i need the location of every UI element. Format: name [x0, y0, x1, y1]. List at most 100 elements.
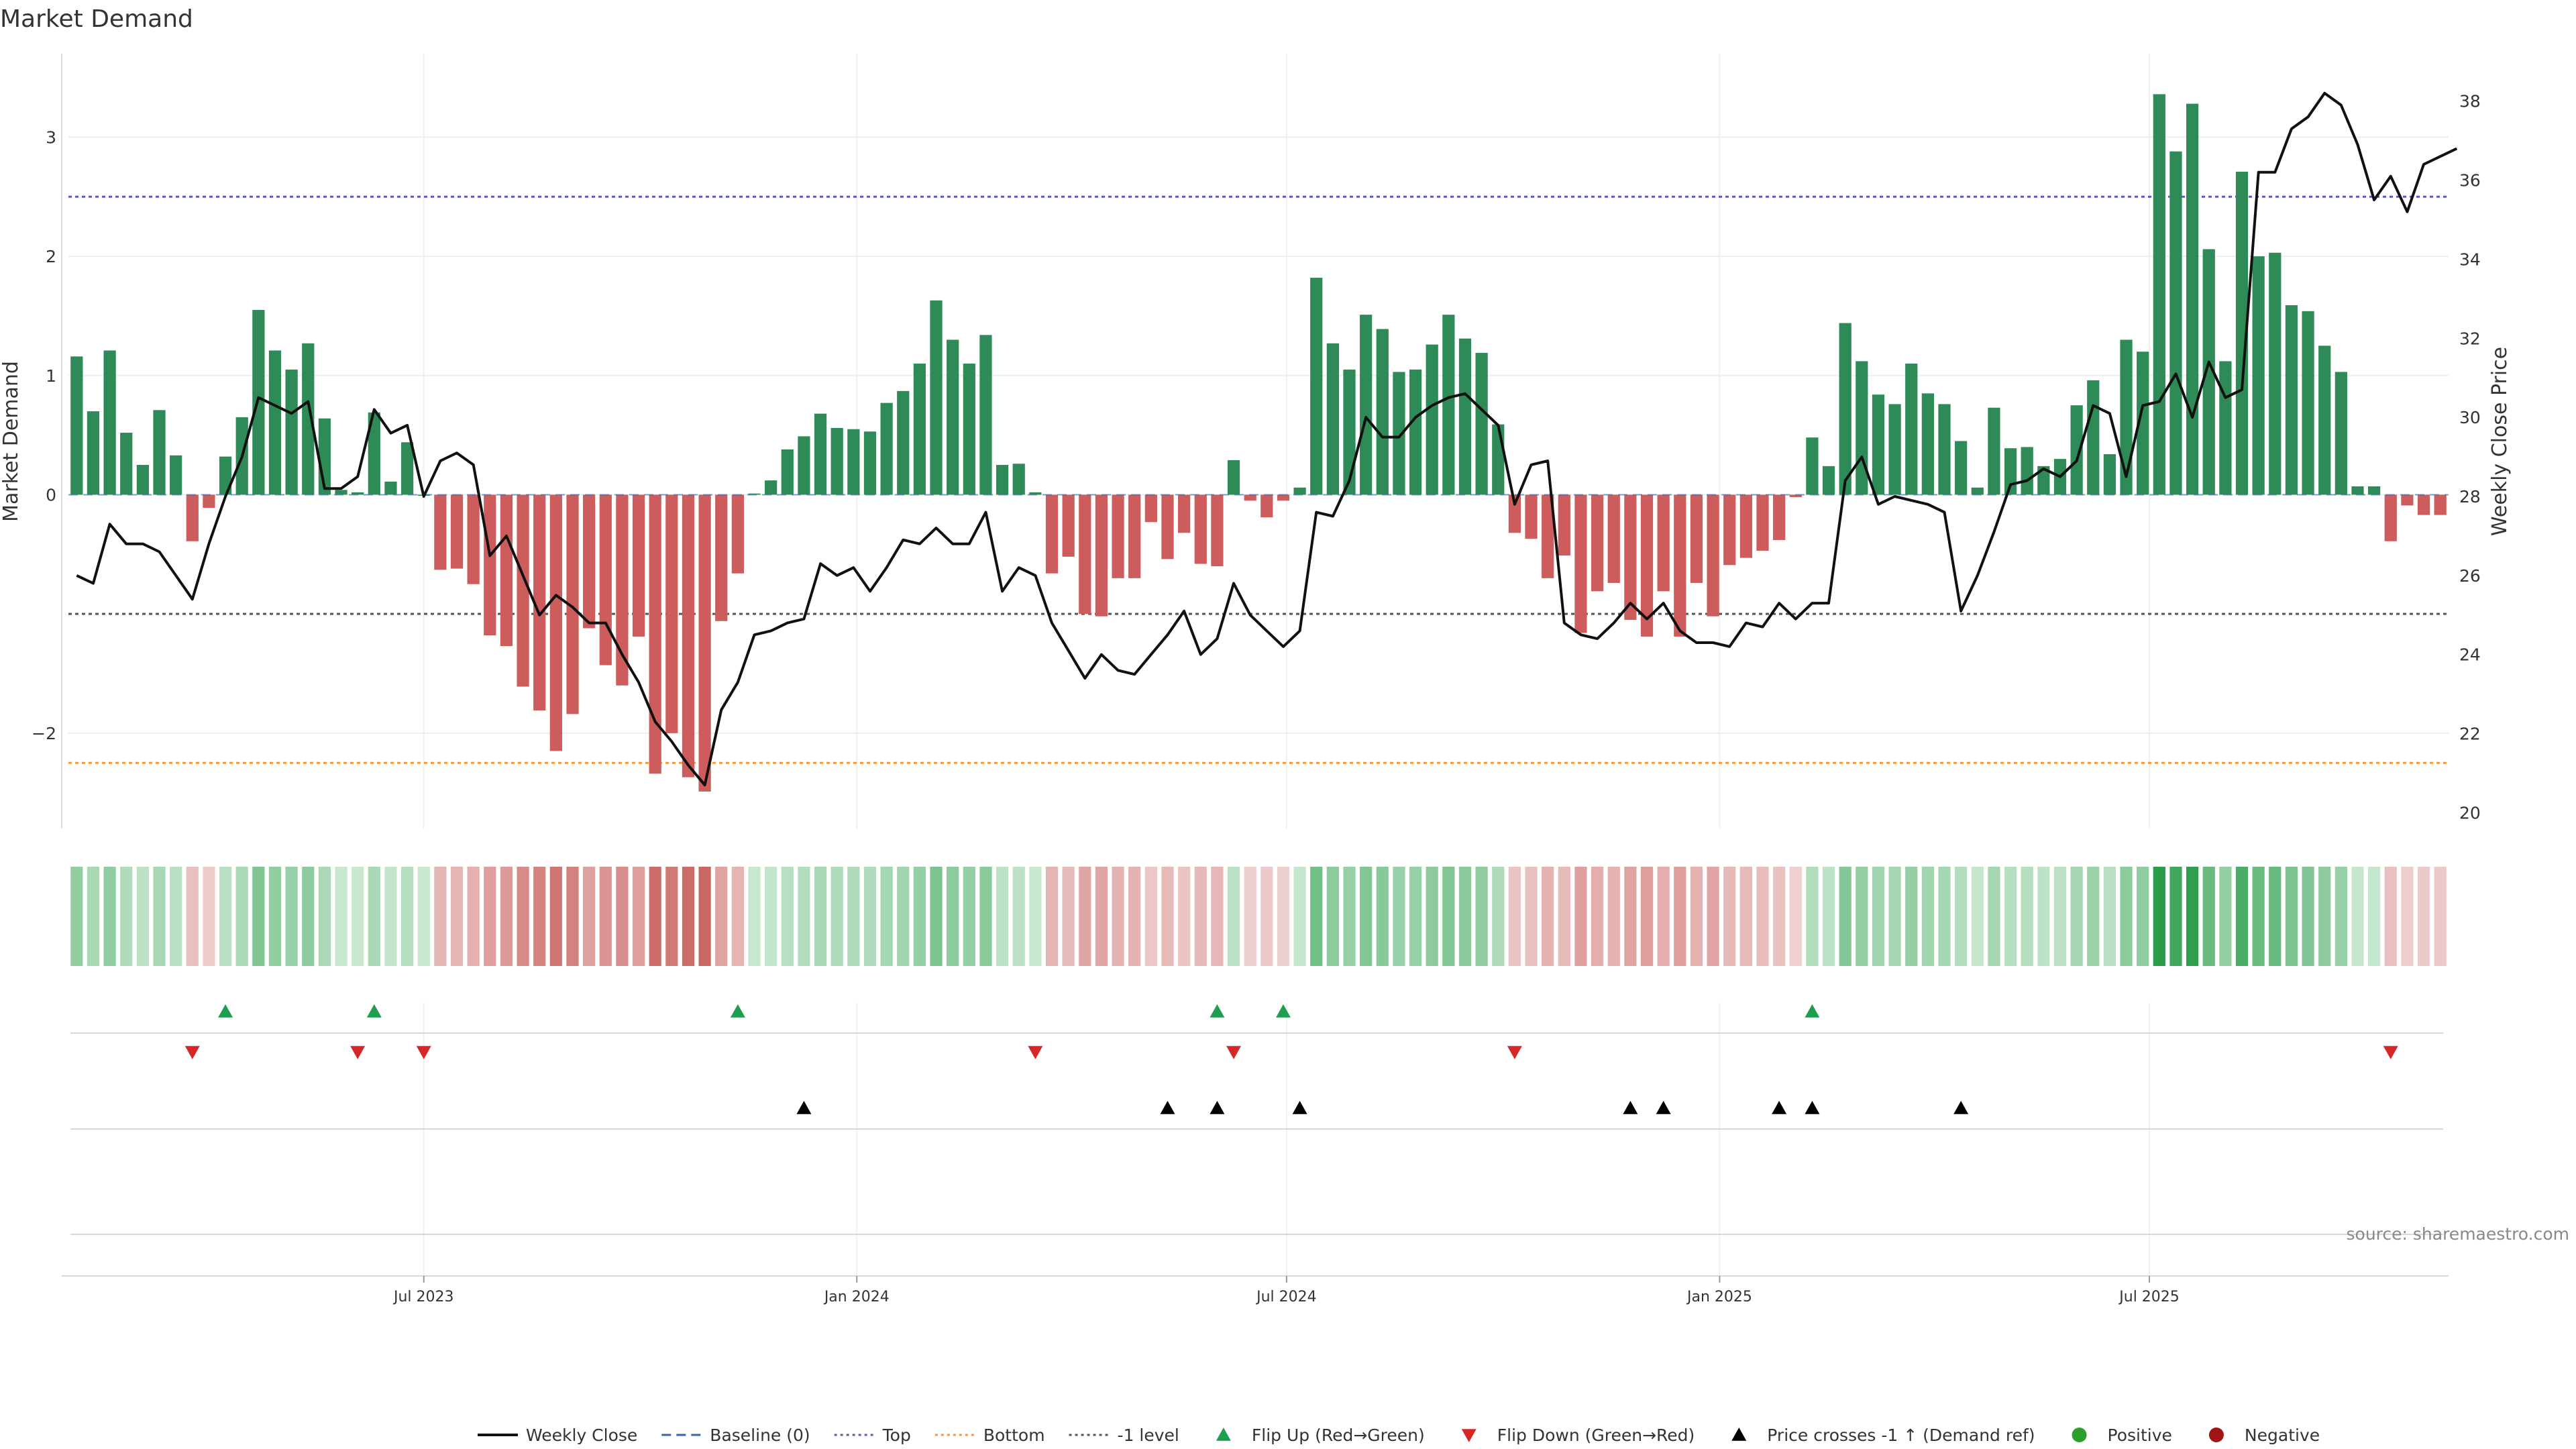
right-y-tick-label: 26 [2459, 566, 2481, 586]
heat-cell [616, 867, 629, 966]
demand-bar-positive [335, 490, 347, 495]
flip-down-marker [184, 1046, 200, 1059]
demand-bar-positive [285, 369, 298, 495]
demand-bar-positive [847, 429, 860, 495]
heat-cell [335, 867, 347, 966]
legend-item: Price crosses -1 ↑ (Demand ref) [1731, 1426, 2035, 1445]
demand-bar-positive [2334, 372, 2347, 495]
heat-cell [1045, 867, 1059, 966]
heat-cell [368, 867, 380, 966]
right-y-tick-label: 24 [2459, 645, 2481, 665]
demand-bar-negative [1161, 494, 1174, 559]
demand-bar-negative [517, 494, 529, 687]
heat-cell [1393, 867, 1405, 966]
demand-bar-positive [2368, 486, 2381, 495]
legend-label: Positive [2108, 1426, 2172, 1445]
flip-down-marker [416, 1046, 431, 1059]
demand-bar-positive [2318, 345, 2331, 495]
heat-cell [2021, 867, 2033, 966]
heat-cell [1988, 867, 2000, 966]
heat-cell [1194, 867, 1207, 966]
heat-cell [1426, 867, 1438, 966]
heat-cell [1542, 867, 1554, 966]
legend-label: Negative [2245, 1426, 2320, 1445]
demand-bar-negative [1574, 494, 1587, 633]
heat-cell [1856, 867, 1868, 966]
demand-bar-positive [103, 350, 116, 495]
heat-cell [1574, 867, 1587, 966]
demand-bar-negative [616, 494, 629, 686]
heat-cell [484, 867, 496, 966]
heat-cell [2053, 867, 2067, 966]
heat-cell [1475, 867, 1488, 966]
legend-item: Top [834, 1426, 911, 1445]
demand-bar-positive [1856, 361, 1868, 495]
heat-cell [2153, 867, 2165, 966]
demand-bar-positive [1029, 492, 1042, 495]
right-y-tick-label: 36 [2459, 171, 2481, 191]
right-y-tick-label: 20 [2459, 803, 2481, 822]
demand-bar-positive [2285, 305, 2298, 495]
demand-bar-negative [1128, 494, 1141, 578]
heat-cell [1591, 867, 1604, 966]
demand-bar-positive [2169, 151, 2182, 495]
flip-down-marker [350, 1046, 366, 1059]
left-y-tick-label: 3 [46, 127, 56, 147]
heat-cell [120, 867, 133, 966]
heat-cell [318, 867, 331, 966]
demand-bar-negative [1244, 494, 1256, 501]
signal-gridlines [423, 1003, 2151, 1276]
chart-title: Market Demand [0, 5, 193, 33]
heat-cell [2120, 867, 2133, 966]
heat-cell [203, 867, 215, 966]
demand-bar-negative [698, 494, 711, 792]
demand-bar-negative [1657, 494, 1670, 592]
legend-swatch-triangle [1216, 1428, 1231, 1441]
demand-bar-positive [120, 433, 133, 495]
heat-cell [1293, 867, 1306, 966]
demand-bar-positive [2037, 466, 2050, 495]
demand-bar-negative [1260, 494, 1273, 518]
demand-bar-negative [1558, 494, 1570, 556]
heat-cell [186, 867, 199, 966]
legend-label: Top [882, 1426, 911, 1445]
demand-heat-strip [70, 867, 2447, 966]
demand-bar-positive [352, 492, 364, 495]
heat-cell [1161, 867, 1174, 966]
heat-cell [2434, 867, 2447, 966]
heat-cell [1458, 867, 1472, 966]
demand-bar-positive [268, 350, 282, 495]
heat-cell [1211, 867, 1224, 966]
heat-cell [549, 867, 562, 966]
heat-cell [450, 867, 464, 966]
demand-bar-negative [599, 494, 612, 665]
demand-bar-positive [1955, 441, 1968, 495]
heat-cell [1640, 867, 1654, 966]
demand-bar-negative [1194, 494, 1207, 564]
heat-cell [996, 867, 1009, 966]
heat-cell [1607, 867, 1620, 966]
demand-bar-positive [2202, 249, 2215, 495]
demand-bar-negative [203, 494, 215, 508]
demand-bar-positive [880, 402, 893, 495]
demand-bar-positive [979, 335, 992, 495]
heat-cell [2417, 867, 2430, 966]
heat-cell [500, 867, 513, 966]
flip-up-marker [1210, 1004, 1225, 1018]
demand-bar-positive [2351, 486, 2364, 495]
heat-cell [1178, 867, 1191, 966]
heat-cell [1360, 867, 1373, 966]
price-cross-marker [1160, 1101, 1175, 1114]
source-credit: source: sharemaestro.com [2347, 1224, 2570, 1244]
demand-bar-negative [731, 494, 744, 574]
heat-cell [2384, 867, 2397, 966]
demand-bar-positive [897, 390, 910, 495]
price-cross-marker [1805, 1101, 1820, 1114]
flip-down-marker [1226, 1046, 1242, 1059]
demand-bar-negative [1144, 494, 1157, 523]
demand-bar-negative [1079, 494, 1091, 614]
heat-cell [731, 867, 744, 966]
demand-bar-positive [2120, 339, 2133, 495]
heat-cell [235, 867, 248, 966]
heat-cell [2004, 867, 2017, 966]
